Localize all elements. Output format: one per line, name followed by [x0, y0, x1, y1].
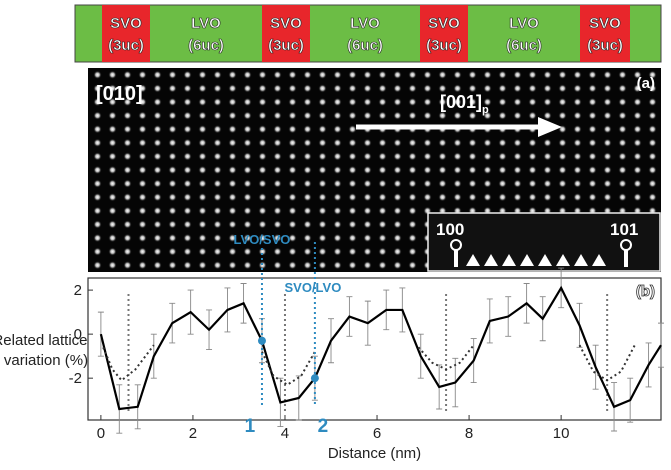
layer-thickness: (3uc): [587, 37, 623, 54]
point-label: 1: [245, 416, 256, 437]
layer-thickness: (3uc): [426, 37, 462, 54]
layer-material: LVO: [509, 15, 539, 32]
layer-thickness: (6uc): [347, 37, 383, 54]
x-axis-label: Distance (nm): [328, 445, 421, 462]
layer-material: SVO: [110, 15, 142, 32]
inset-label: 100: [436, 220, 464, 239]
x-tick-label: 6: [373, 425, 381, 442]
zone-axis: [010]: [96, 83, 143, 105]
interface-label: SVO/LVO: [284, 280, 341, 295]
layer-thickness: (6uc): [506, 37, 542, 54]
panel-label: (b): [636, 283, 655, 300]
figure: SVO (3uc) LVO (6uc) SVO (3uc) LVO (6uc) SVO (3uc)…: [0, 0, 671, 465]
layer-bar: SVO (3uc) LVO (6uc) SVO (3uc) LVO (6uc) SVO (3uc)…: [75, 5, 661, 62]
panel-label: (a): [637, 75, 655, 92]
layer-material: SVO: [589, 15, 621, 32]
x-tick-label: 10: [553, 425, 570, 442]
layer-thickness: (3uc): [268, 37, 304, 54]
layer-thickness: (6uc): [188, 37, 224, 54]
interface-label: LVO/SVO: [234, 232, 291, 247]
layer-material: LVO: [191, 15, 221, 32]
x-tick-label: 2: [189, 425, 197, 442]
point-label: 2: [318, 416, 329, 437]
x-tick-label: 0: [97, 425, 105, 442]
layer-thickness: (3uc): [108, 37, 144, 54]
interface-point: [311, 374, 319, 382]
inset-label: 101: [610, 220, 638, 239]
x-tick-label: 8: [465, 425, 473, 442]
y-axis-label: Related lattice: [0, 332, 88, 349]
plot-frame: [88, 278, 661, 420]
layer-material: LVO: [350, 15, 380, 32]
layer-material: SVO: [428, 15, 460, 32]
y-tick-label: -2: [69, 370, 82, 387]
y-tick-label: 2: [74, 282, 82, 299]
interface-point: [258, 337, 266, 345]
y-axis-label: variation (%): [4, 352, 88, 369]
layer-material: SVO: [270, 15, 302, 32]
x-tick-label: 4: [281, 425, 289, 442]
stem-image: [010] [001]p (a) 100 101: [88, 68, 661, 272]
